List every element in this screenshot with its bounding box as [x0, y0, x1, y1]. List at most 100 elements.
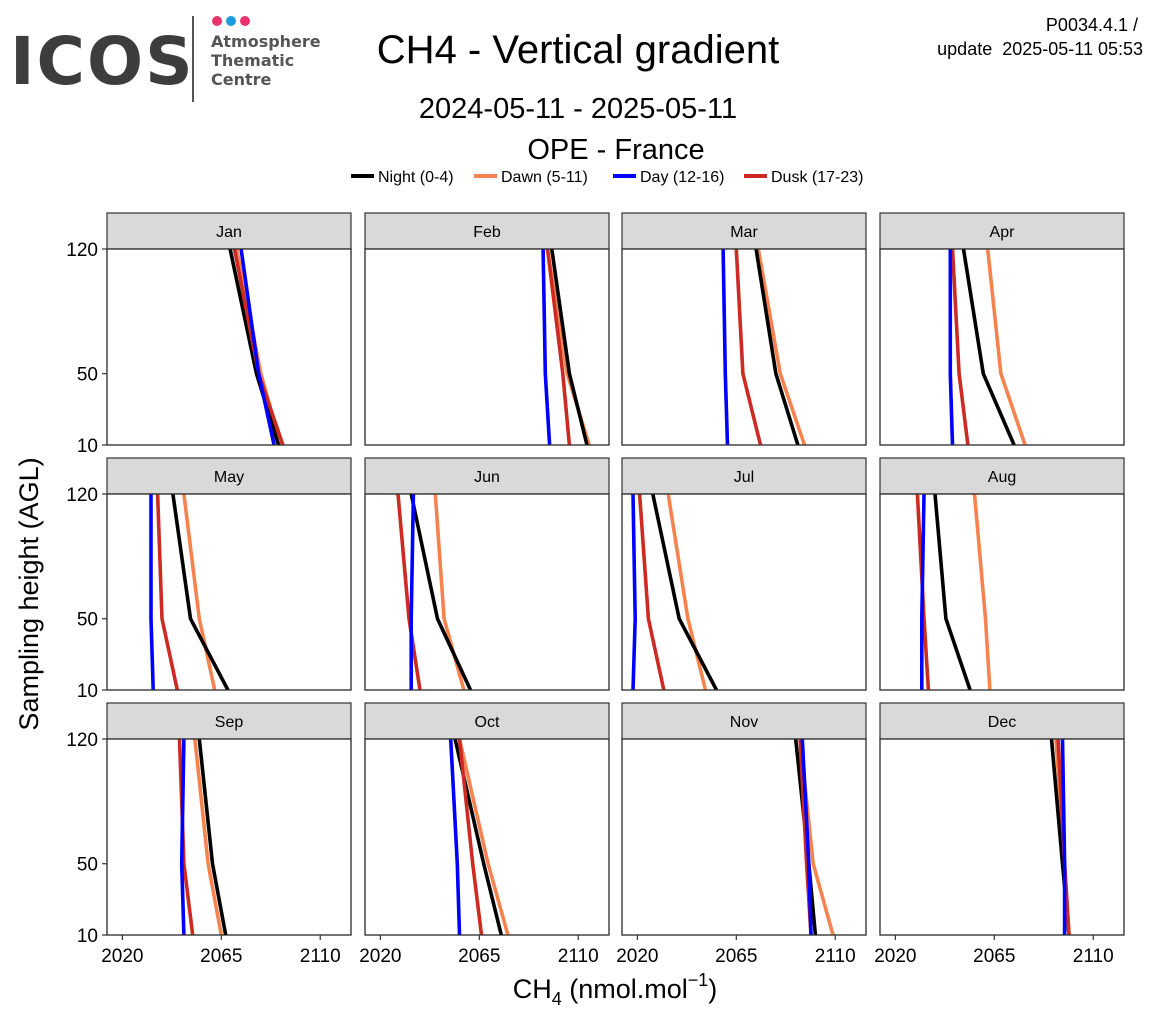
- panel-border: [879, 493, 1125, 691]
- series-line-dawn: [985, 249, 1027, 445]
- panel-series: [448, 739, 510, 935]
- panel-plot-area: [621, 493, 867, 691]
- version-label: P0034.4.1 /: [1046, 15, 1138, 35]
- panel-plot-area: [879, 493, 1125, 691]
- panel-series: [631, 494, 719, 690]
- x-tick-label: 2110: [815, 946, 856, 967]
- panel-mar: Mar: [621, 212, 867, 446]
- series-line-night: [228, 249, 281, 445]
- panel-strip: [879, 702, 1125, 740]
- series-line-night: [171, 494, 230, 690]
- panel-strip: [106, 212, 352, 250]
- panel-strip-label: Apr: [990, 224, 1016, 241]
- panel-plot-area: [879, 738, 1125, 936]
- x-tick-label: 2065: [458, 946, 500, 967]
- series-line-dawn: [972, 494, 992, 690]
- x-axis-title-unit: (nmol.mol: [562, 974, 688, 1004]
- panel-oct: Oct 2020 2065 2110: [359, 702, 610, 967]
- y-tick-label: 50: [77, 855, 98, 876]
- icos-logo: ICOS Atmosphere Thematic Centre: [10, 16, 321, 102]
- panel-strip-label: May: [214, 469, 244, 486]
- logo-dot-1: [212, 16, 222, 26]
- logo-subtitle-line-1: Atmosphere: [211, 32, 321, 51]
- panel-series: [948, 249, 1027, 445]
- series-line-night: [933, 494, 972, 690]
- panel-jul: Jul: [621, 457, 867, 691]
- series-line-dawn: [457, 739, 510, 935]
- series-line-dusk: [637, 494, 666, 690]
- logo-subtitle-line-3: Centre: [211, 70, 272, 89]
- icos-wordmark: ICOS: [10, 23, 195, 100]
- panel-strip-label: Sep: [215, 714, 244, 731]
- x-tick-label: 2110: [1073, 946, 1114, 967]
- legend-night: Night (0-4): [351, 169, 454, 186]
- series-line-dusk: [396, 494, 422, 690]
- series-line-day: [919, 494, 926, 690]
- panel-border: [879, 738, 1125, 936]
- panel-border: [879, 248, 1125, 446]
- panel-series: [793, 739, 835, 935]
- series-line-dusk: [950, 249, 970, 445]
- series-line-night: [754, 249, 800, 445]
- y-tick-label: 120: [66, 240, 98, 261]
- panel-jun: Jun: [364, 457, 610, 691]
- legend-label: Day (12-16): [640, 169, 724, 186]
- panel-plot-area: [621, 738, 867, 936]
- panel-series: [1049, 739, 1071, 935]
- panel-plot-area: [106, 738, 352, 936]
- panel-jan: Jan 10 50 120: [66, 212, 352, 457]
- y-tick-label: 120: [66, 485, 98, 506]
- series-line-dusk: [915, 494, 931, 690]
- panel-border: [621, 248, 867, 446]
- panel-series: [177, 739, 228, 935]
- panel-plot-area: [106, 248, 352, 446]
- y-axis-title: Sampling height (AGL): [14, 457, 44, 730]
- panel-nov: Nov 2020 2065 2110: [616, 702, 867, 967]
- legend: Night (0-4) Dawn (5-11) Day (12-16) Dusk (1…: [351, 169, 863, 186]
- series-line-night: [409, 494, 473, 690]
- chart-date-range: 2024-05-11 - 2025-05-11: [419, 93, 737, 125]
- legend-dusk: Dusk (17-23): [744, 169, 863, 186]
- panel-series: [915, 494, 992, 690]
- series-line-night: [961, 249, 1016, 445]
- panel-sep: Sep 10 50 120 2020 2065 2110: [66, 702, 352, 967]
- x-axis-title-sup: −1: [688, 970, 709, 990]
- series-line-dusk: [545, 249, 572, 445]
- panel-border: [621, 493, 867, 691]
- x-axis-title: CH4 (nmol.mol−1): [513, 970, 718, 1009]
- panel-strip-label: Feb: [473, 224, 501, 241]
- panel-series: [541, 249, 591, 445]
- legend-label: Night (0-4): [378, 169, 454, 186]
- series-line-dawn: [193, 739, 224, 935]
- panel-may: May 10 50 120: [66, 457, 352, 702]
- panel-strip: [364, 702, 610, 740]
- panel-series: [228, 249, 285, 445]
- legend-label: Dawn (5-11): [501, 169, 588, 186]
- panel-border: [621, 738, 867, 936]
- x-tick-label: 2020: [874, 946, 916, 967]
- series-line-night: [197, 739, 228, 935]
- facet-panels: Jan 10 50 120 Feb Mar Apr May 10 50 120 Jun Jul Aug Se…: [66, 212, 1125, 967]
- panel-series: [396, 494, 473, 690]
- panel-plot-area: [364, 738, 610, 936]
- panel-dec: Dec 2020 2065 2110: [874, 702, 1125, 967]
- series-line-day: [409, 494, 416, 690]
- x-axis-title-sub: 4: [552, 989, 562, 1009]
- panel-series: [721, 249, 807, 445]
- panel-strip-label: Jan: [216, 224, 242, 241]
- x-tick-label: 2065: [715, 946, 757, 967]
- y-tick-label: 10: [77, 436, 98, 457]
- panel-strip-label: Mar: [730, 224, 758, 241]
- x-tick-label: 2020: [101, 946, 143, 967]
- panel-border: [364, 493, 610, 691]
- update-label: update 2025-05-11 05:53: [937, 39, 1143, 59]
- panel-strip: [879, 457, 1125, 495]
- panel-strip: [879, 212, 1125, 250]
- series-line-day: [448, 739, 462, 935]
- x-tick-label: 2110: [300, 946, 341, 967]
- logo-dot-2: [226, 16, 236, 26]
- panel-series: [149, 494, 230, 690]
- y-tick-label: 50: [77, 365, 98, 386]
- panel-plot-area: [621, 248, 867, 446]
